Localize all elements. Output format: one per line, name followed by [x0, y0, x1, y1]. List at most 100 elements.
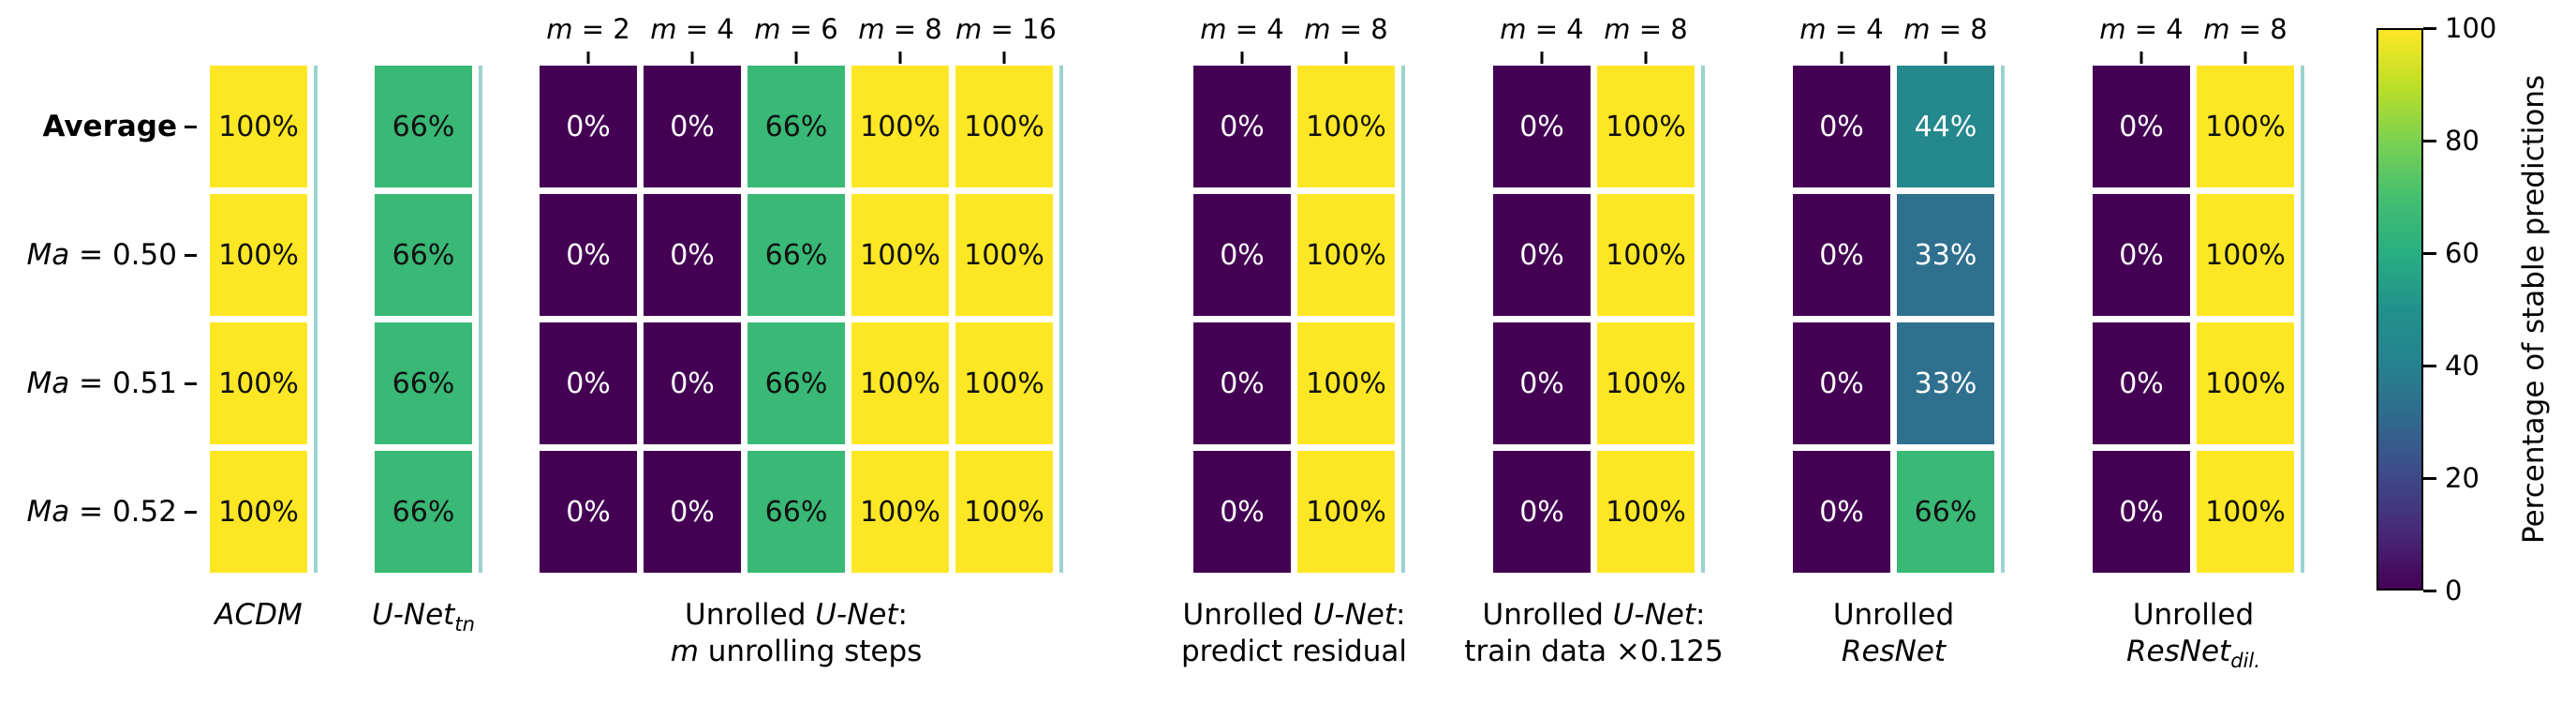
row-axis-labels: Average Ma = 0.50 Ma = 0.51 Ma = 0.52 [17, 13, 197, 573]
text-segment: = 8 [2229, 13, 2287, 45]
colorbar-tick-label: 40 [2445, 350, 2480, 381]
heatmap-cell: 33% [1897, 194, 1994, 316]
group-label-line: Unrolled U-Net: [1464, 597, 1723, 634]
text-segment: Ma [26, 366, 70, 400]
text-segment: train data ×0.125 [1464, 635, 1724, 668]
row-label-text: Ma = 0.51 [27, 366, 177, 400]
heatmap-cell: 0% [2093, 66, 2190, 187]
text-segment: m [2203, 13, 2230, 45]
column-tick-mark [794, 52, 798, 64]
group-label: Unrolled U-Net: m unrolling steps [540, 597, 1053, 676]
heatmap-cell: 0% [1793, 451, 1890, 573]
heatmap-cell: 0% [2093, 194, 2190, 316]
column-headers [210, 13, 307, 66]
row-label-text: Average [42, 110, 177, 143]
heatmap-grid: 0% 100% 0% 100% 0% 100% 0% 100% [2093, 66, 2304, 573]
group-label: ACDM [210, 597, 307, 676]
column-header: m = 4 [1793, 13, 1890, 66]
heatmap-cell: 66% [748, 322, 845, 444]
colorbar-tick-mark [2423, 364, 2436, 367]
text-segment: Unrolled [1832, 598, 1955, 632]
colorbar-tick-label: 100 [2445, 12, 2497, 44]
heatmap-cell: 100% [2197, 194, 2294, 316]
text-segment: m [1799, 13, 1827, 45]
text-segment: = 2 [572, 13, 630, 45]
heatmap-cell: 100% [1297, 66, 1395, 187]
text-segment: Unrolled [2132, 598, 2255, 632]
heatmap-cell: 100% [210, 194, 307, 316]
text-segment: = 0.51 [69, 366, 177, 400]
plot-area: Average Ma = 0.50 Ma = 0.51 Ma = 0.52 100% 1… [17, 12, 2576, 679]
heatmap-cell: 0% [1493, 66, 1591, 187]
group-label-line: ACDM [215, 597, 302, 634]
group-label-text: U-Nettn [372, 597, 475, 642]
column-header-text: m = 4 [1193, 13, 1291, 45]
column-header: m = 4 [644, 13, 741, 66]
heatmap-cell: 100% [851, 322, 949, 444]
heatmap-cell: 0% [644, 322, 741, 444]
text-segment: m [546, 13, 573, 45]
colorbar-tick-mark [2423, 476, 2436, 480]
group-label-line: predict residual [1181, 634, 1407, 670]
text-segment: m [858, 13, 885, 45]
column-header-text: m = 4 [1493, 13, 1591, 45]
heatmap-grid: 100% 100% 100% 100% [210, 66, 318, 573]
heatmap-cell: 0% [1793, 322, 1890, 444]
heatmap-cell: 100% [1597, 194, 1695, 316]
text-segment: m [650, 13, 677, 45]
column-header-text: m = 6 [748, 13, 845, 45]
row-label: Ma = 0.51 [17, 322, 197, 444]
heatmap-cell: 100% [955, 322, 1053, 444]
group-label-line: m unrolling steps [671, 634, 923, 670]
column-tick-mark [1644, 52, 1648, 64]
text-segment: = 0.52 [69, 495, 177, 529]
text-segment: : [1396, 598, 1406, 632]
column-header-text: m = 8 [851, 13, 949, 45]
text-segment: m [754, 13, 781, 45]
text-segment: Ma [26, 495, 70, 529]
heatmap-cell: 0% [1193, 451, 1291, 573]
text-segment: m [1304, 13, 1331, 45]
group-label-line: Unrolled U-Net: [1181, 597, 1407, 634]
text-segment: m [670, 635, 699, 668]
column-tick-mark [690, 52, 694, 64]
row-tick-mark [185, 253, 197, 257]
text-segment: : [897, 598, 908, 632]
heatmap-groups: 100% 100% 100% 100% ACDM 66% 66% 66% 66% U-Nettn m… [210, 13, 2304, 679]
colorbar-tick: 20 [2423, 462, 2480, 494]
text-segment: = 8 [1330, 13, 1388, 45]
column-tick-mark [1840, 52, 1843, 64]
heatmap-cell: 100% [1597, 322, 1695, 444]
row-label: Average [17, 66, 197, 187]
row-label-text: Ma = 0.52 [27, 495, 177, 529]
heatmap-cell: 0% [2093, 322, 2190, 444]
colorbar-tick: 100 [2423, 12, 2496, 44]
column-header-text: m = 8 [1897, 13, 1994, 45]
text-segment: = 4 [1226, 13, 1284, 45]
heatmap-group-1: 66% 66% 66% 66% U-Nettn [372, 13, 482, 676]
column-tick-mark [1540, 52, 1544, 64]
heatmap-cell: 100% [955, 194, 1053, 316]
text-segment: = 0.50 [69, 238, 177, 272]
heatmap-cell: 100% [210, 322, 307, 444]
column-tick-mark [1344, 52, 1348, 64]
text-segment: = 6 [780, 13, 838, 45]
column-header-text: m = 8 [2197, 13, 2294, 45]
colorbar-tick-label: 20 [2445, 462, 2480, 494]
heatmap-cell: 66% [375, 451, 472, 573]
group-label-text: Unrolled U-Net: predict residual [1181, 597, 1407, 670]
colorbar-tick-mark [2423, 589, 2436, 592]
row-tick-mark [185, 125, 197, 128]
group-label-line: ResNetdil. [2126, 634, 2260, 679]
heatmap-grid: 66% 66% 66% 66% [375, 66, 482, 573]
group-label: Unrolled U-Net: predict residual [1181, 597, 1407, 676]
colorbar-tick-label: 80 [2445, 125, 2480, 157]
text-segment: Ma [26, 238, 70, 272]
heatmap-grid: 0% 44% 0% 33% 0% 33% 0% 66% [1793, 66, 2005, 573]
heatmap-cell: 66% [748, 194, 845, 316]
text-segment: Unrolled [1182, 598, 1313, 632]
column-tick-mark [1002, 52, 1006, 64]
